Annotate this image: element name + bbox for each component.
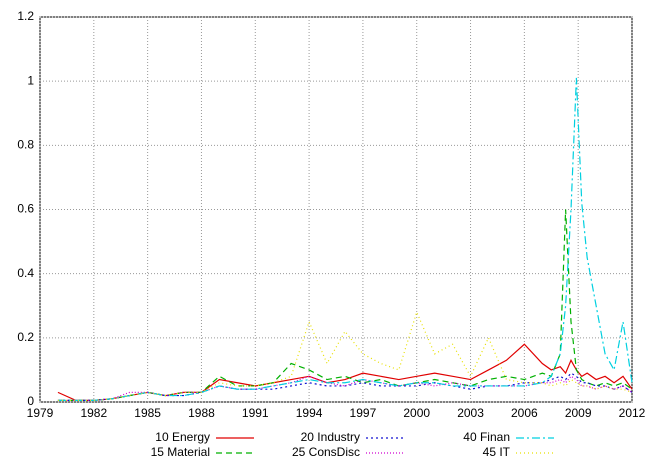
legend-label: 20 Industry [301, 430, 360, 444]
x-tick-label: 2009 [565, 406, 592, 420]
series-line [57, 209, 633, 401]
y-tick-label: 0.2 [17, 330, 34, 344]
x-tick-label: 2000 [403, 406, 430, 420]
legend-label: 40 Finan [463, 430, 510, 444]
series-line [57, 343, 633, 401]
series-line [57, 310, 633, 401]
x-tick-label: 2012 [619, 406, 646, 420]
x-tick-label: 1979 [27, 406, 54, 420]
x-tick-label: 1988 [188, 406, 215, 420]
y-tick-label: 0 [27, 394, 34, 408]
plot-frame [39, 16, 633, 403]
series-line [57, 372, 633, 401]
series-line [57, 77, 633, 401]
y-tick-label: 0.8 [17, 138, 34, 152]
legend-label: 45 IT [483, 445, 511, 459]
y-tick-label: 0.6 [17, 202, 34, 216]
y-tick-label: 1 [27, 73, 34, 87]
y-tick-label: 0.4 [17, 266, 34, 280]
x-tick-label: 1997 [350, 406, 377, 420]
y-tick-label: 1.2 [17, 9, 34, 23]
x-tick-label: 1994 [296, 406, 323, 420]
x-tick-label: 1982 [80, 406, 107, 420]
legend-label: 25 ConsDisc [292, 445, 360, 459]
x-tick-label: 2006 [511, 406, 538, 420]
legend-label: 15 Material [151, 445, 210, 459]
x-tick-label: 1991 [242, 406, 269, 420]
x-tick-label: 1985 [134, 406, 161, 420]
x-tick-label: 2003 [457, 406, 484, 420]
legend-label: 10 Energy [155, 430, 210, 444]
